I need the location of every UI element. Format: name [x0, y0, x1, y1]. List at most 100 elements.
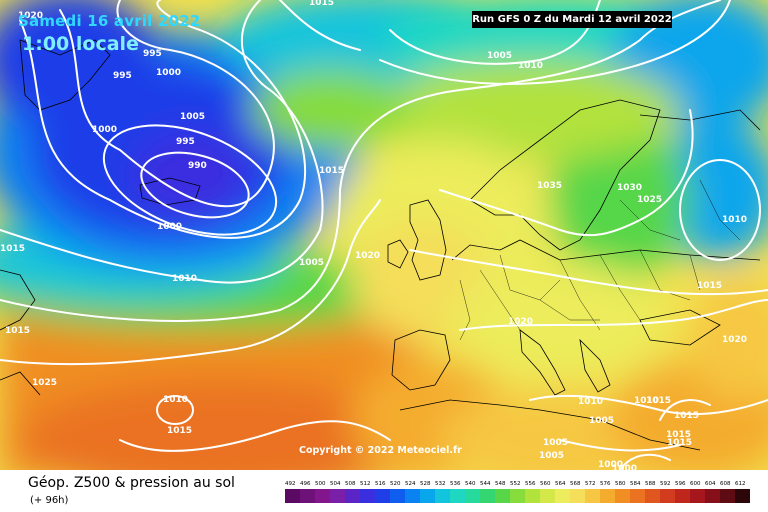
isobar-label: 1015	[5, 326, 30, 336]
legend-tick-label: 516	[375, 481, 386, 487]
legend-color-box	[510, 489, 525, 503]
legend-color-box	[420, 489, 435, 503]
legend-tick-label: 504	[330, 481, 341, 487]
isobar-label: 1015	[319, 166, 344, 176]
legend-color-box	[645, 489, 660, 503]
map-title: Géop. Z500 & pression au sol	[28, 475, 235, 491]
legend-tick-label: 612	[735, 481, 746, 487]
legend-tick-label: 556	[525, 481, 536, 487]
isobar-label: 1035	[537, 181, 562, 191]
legend-tick-label: 536	[450, 481, 461, 487]
isobar-label: 995	[143, 49, 162, 59]
legend-color-box	[375, 489, 390, 503]
legend-tick-label: 584	[630, 481, 641, 487]
legend-tick-label: 532	[435, 481, 446, 487]
legend-tick-label: 568	[570, 481, 581, 487]
legend-color-box	[705, 489, 720, 503]
country-borders	[459, 179, 741, 341]
isobar-lines	[0, 0, 768, 470]
copyright-notice: Copyright © 2022 Meteociel.fr	[299, 445, 462, 456]
isobar-label: 1005	[543, 438, 568, 448]
legend-tick-label: 608	[720, 481, 731, 487]
isobar-label: 1005	[589, 416, 614, 426]
legend-color-box	[480, 489, 495, 503]
isobar-label: 1015	[309, 0, 334, 8]
valid-date: Samedi 16 avril 2022	[18, 12, 201, 30]
isobar-label: 1030	[617, 183, 642, 193]
legend-tick-label: 564	[555, 481, 566, 487]
legend-tick-label: 572	[585, 481, 596, 487]
isobar-label: 1000	[156, 68, 181, 78]
isobar-label: 1000	[157, 222, 182, 232]
legend-tick-label: 588	[645, 481, 656, 487]
isobar-label: 1015	[666, 430, 691, 440]
legend-tick-label: 500	[315, 481, 326, 487]
isobar-label: 1000	[598, 460, 623, 470]
isobar-label: 1020	[508, 317, 533, 327]
isobar-label: 990	[188, 161, 207, 171]
legend-tick-label: 576	[600, 481, 611, 487]
isobar-label: 1025	[637, 195, 662, 205]
legend-tick-label: 592	[660, 481, 671, 487]
legend-tick-label: 600	[690, 481, 701, 487]
legend-color-box	[495, 489, 510, 503]
isobar-label: 1005	[299, 258, 324, 268]
legend-color-box	[360, 489, 375, 503]
legend-color-box	[345, 489, 360, 503]
isobar-label: 1015	[667, 438, 692, 448]
isobar-label: 1025	[32, 378, 57, 388]
legend-tick-label: 524	[405, 481, 416, 487]
legend-tick-label: 604	[705, 481, 716, 487]
legend-tick-label: 596	[675, 481, 686, 487]
run-info-banner: Run GFS 0 Z du Mardi 12 avril 2022	[472, 11, 672, 28]
isobar-label: 1010	[578, 397, 603, 407]
valid-time: 1:00 locale	[22, 33, 139, 55]
isobar-label: 1005	[180, 112, 205, 122]
legend-color-box	[540, 489, 555, 503]
isobar-label: 1000	[92, 125, 117, 135]
geopotential-map: 1020 995 995 1000 1000 1005 995 990 1000…	[0, 0, 768, 470]
legend-color-box	[525, 489, 540, 503]
legend-color-box	[585, 489, 600, 503]
isobar-label: 1020	[355, 251, 380, 261]
legend-tick-label: 492	[285, 481, 296, 487]
isobar-label: 1020	[18, 11, 43, 21]
legend-color-box	[615, 489, 630, 503]
isobar-label: 1010	[722, 215, 747, 225]
legend-color-box	[285, 489, 300, 503]
legend-tick-label: 544	[480, 481, 491, 487]
isobar-labels: 1020 995 995 1000 1000 1005 995 990 1000…	[0, 0, 747, 470]
legend-tick-label: 528	[420, 481, 431, 487]
legend-color-box	[450, 489, 465, 503]
isobar-label: 1015	[697, 281, 722, 291]
legend-tick-label: 496	[300, 481, 311, 487]
legend-color-box	[405, 489, 420, 503]
isobar-label: 1005	[487, 51, 512, 61]
isobar-label: 1015	[674, 411, 699, 421]
legend-color-box	[660, 489, 675, 503]
legend-color-box	[390, 489, 405, 503]
isobar-label: 1015	[0, 244, 25, 254]
legend-tick-label: 552	[510, 481, 521, 487]
legend-color-box	[600, 489, 615, 503]
forecast-lead-time: (+ 96h)	[30, 495, 69, 506]
legend-color-box	[570, 489, 585, 503]
legend-tick-label: 540	[465, 481, 476, 487]
legend-color-box	[690, 489, 705, 503]
isobar-label: 1010	[518, 61, 543, 71]
isobar-label: 1005	[539, 451, 564, 461]
footer-bar: Géop. Z500 & pression au sol (+ 96h) 492…	[0, 470, 768, 512]
color-scale-legend: 492 496 500 504 508 512 516 520 524 528 532 536 540 5…	[285, 481, 750, 503]
legend-tick-label: 512	[360, 481, 371, 487]
legend-tick-label: 548	[495, 481, 506, 487]
isobar-label: 1020	[722, 335, 747, 345]
isobar-label: 995	[176, 137, 195, 147]
isobar-label: 1015	[646, 396, 671, 406]
legend-color-box	[675, 489, 690, 503]
isobar-label: 1000	[612, 464, 637, 470]
legend-color-box	[555, 489, 570, 503]
legend-color-box	[720, 489, 735, 503]
legend-color-box	[300, 489, 315, 503]
legend-color-box	[330, 489, 345, 503]
